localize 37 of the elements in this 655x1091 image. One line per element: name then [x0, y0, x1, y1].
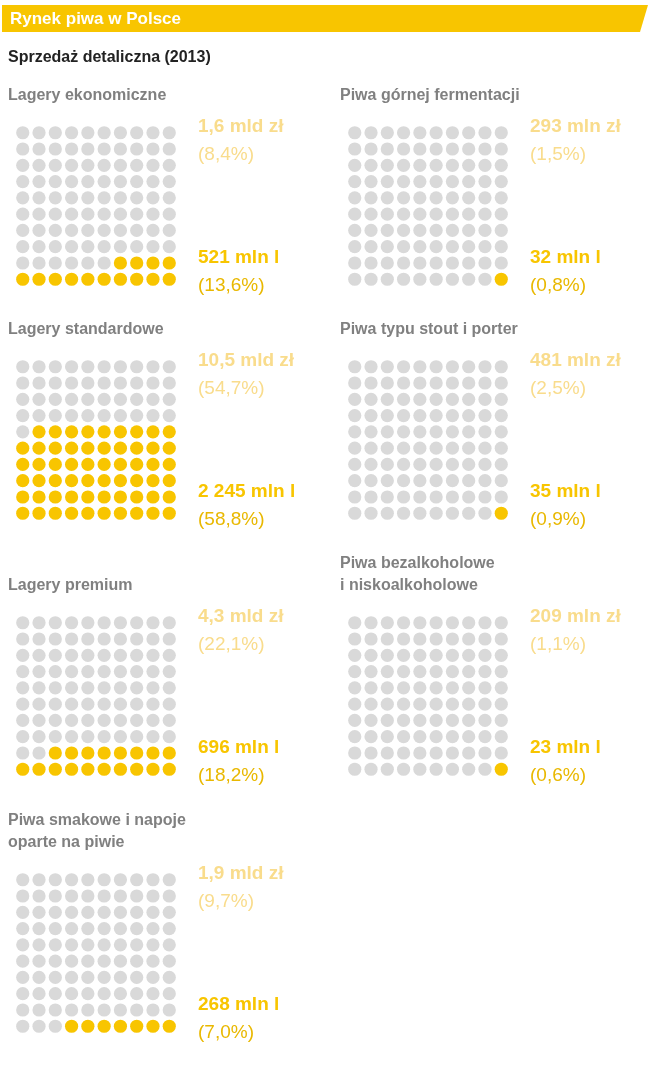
text: (2,5%) [530, 377, 586, 399]
text: Lagery standardowe [8, 319, 164, 339]
text: (1,5%) [530, 143, 586, 165]
text: 2 245 mln l [198, 480, 296, 502]
text: Sprzedaż detaliczna (2013) [8, 48, 211, 66]
data-label: (7,0%) [198, 1021, 254, 1043]
text: 293 mln zł [530, 115, 621, 137]
text: (22,1%) [198, 633, 265, 655]
text: 32 mln l [530, 246, 601, 268]
text: Piwa smakowe i napoje oparte na piwie [8, 810, 186, 852]
text: (54,7%) [198, 377, 265, 399]
text: 521 mln l [198, 246, 280, 268]
data-label: (0,6%) [530, 764, 586, 786]
text: Lagery premium [8, 575, 133, 595]
text: Rynek piwa w Polsce [10, 9, 182, 29]
text: 35 mln l [530, 480, 601, 502]
text: 10,5 mld zł [198, 349, 295, 371]
data-label: (13,6%) [198, 274, 265, 296]
text: 1,6 mld zł [198, 115, 284, 137]
text: 4,3 mld zł [198, 605, 284, 627]
data-label: (0,9%) [530, 508, 586, 530]
text: 696 mln l [198, 736, 280, 758]
text: (8,4%) [198, 143, 254, 165]
data-label: (58,8%) [198, 508, 265, 530]
text: (1,1%) [530, 633, 586, 655]
text: 1,9 mld zł [198, 862, 284, 884]
text: 209 mln zł [530, 605, 621, 627]
text: (9,7%) [198, 890, 254, 912]
text: Piwa górnej fermentacji [340, 85, 520, 105]
text: 268 mln l [198, 993, 280, 1015]
text: Lagery ekonomiczne [8, 85, 167, 105]
text: 23 mln l [530, 736, 601, 758]
text: 481 mln zł [530, 349, 621, 371]
data-label: (0,8%) [530, 274, 586, 296]
text: Piwa bezalkoholowe i niskoalkoholowe [340, 553, 495, 595]
data-label: (18,2%) [198, 764, 265, 786]
text: Piwa typu stout i porter [340, 319, 518, 339]
